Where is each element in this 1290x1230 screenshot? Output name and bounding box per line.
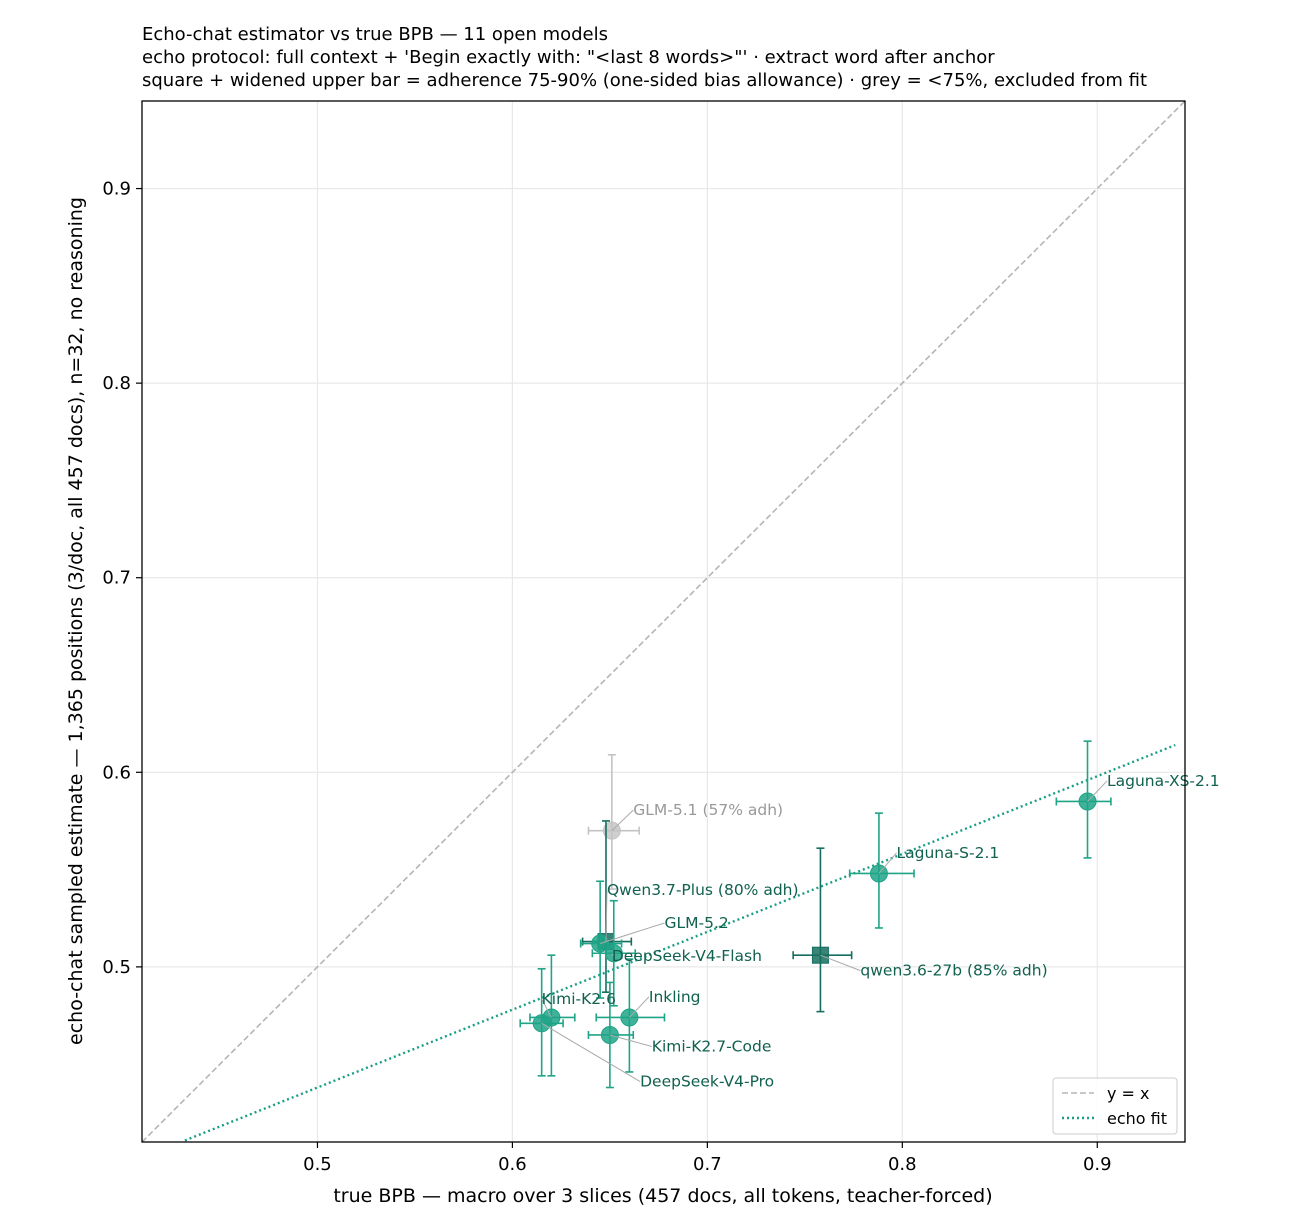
plot-frame	[141, 100, 1186, 1143]
y-tick-label: 0.7	[102, 568, 131, 589]
label-leader-line	[820, 954, 861, 972]
x-tick-label: 0.6	[498, 1154, 527, 1175]
label-leader-line	[541, 1022, 641, 1082]
legend-box	[1052, 1077, 1178, 1135]
x-tick-label: 0.7	[693, 1154, 722, 1175]
y-tick-label: 0.6	[102, 762, 131, 783]
axis-ticks: 0.5 0.6 0.7 0.8 0.9 0.5 0.6 0.7 0.8 0.9	[102, 179, 1111, 1175]
y-tick-label: 0.8	[102, 373, 131, 394]
identity-line	[141, 100, 1186, 1143]
label-leader-line	[611, 809, 634, 832]
point-label: GLM-5.2	[664, 914, 728, 932]
chart-title-line-2: echo protocol: full context + 'Begin exa…	[142, 47, 995, 68]
point-label: Laguna-XS-2.1	[1107, 772, 1220, 790]
point-labels: Laguna-XS-2.1 Laguna-S-2.1 GLM-5.1 (57% ad…	[541, 772, 1220, 1091]
y-axis-label: echo-chat sampled estimate — 1,365 posit…	[65, 197, 87, 1045]
point-label: qwen3.6-27b (85% adh)	[860, 962, 1047, 980]
label-leader-line	[609, 1034, 652, 1048]
x-tick-label: 0.9	[1083, 1154, 1112, 1175]
legend: y = x echo fit	[1052, 1077, 1178, 1135]
point-label: DeepSeek-V4-Pro	[640, 1073, 774, 1091]
point-label: Kimi-K2.6	[542, 990, 616, 1008]
label-leader-line	[1087, 780, 1108, 802]
label-leader-line	[541, 998, 552, 1018]
x-axis-label: true BPB — macro over 3 slices (457 docs…	[333, 1185, 992, 1207]
reference-lines	[141, 100, 1186, 1143]
legend-identity-label: y = x	[1107, 1084, 1150, 1103]
y-tick-label: 0.9	[102, 179, 131, 200]
x-tick-label: 0.8	[888, 1154, 917, 1175]
point-label: Kimi-K2.7-Code	[652, 1038, 772, 1056]
label-leader-line	[599, 922, 665, 945]
point-label: Laguna-S-2.1	[896, 844, 999, 862]
point-label: DeepSeek-V4-Flash	[612, 947, 762, 965]
point-label: Qwen3.7-Plus (80% adh)	[607, 881, 799, 899]
legend-fit-label: echo fit	[1107, 1109, 1167, 1128]
y-tick-label: 0.5	[102, 957, 131, 978]
point-label: Inkling	[649, 988, 701, 1006]
point-label: GLM-5.1 (57% adh)	[633, 801, 783, 819]
chart-title-line-3: square + widened upper bar = adherence 7…	[142, 70, 1147, 91]
chart-title-line-1: Echo-chat estimator vs true BPB — 11 ope…	[142, 24, 608, 45]
label-leader-line	[611, 952, 615, 957]
label-leader-line	[878, 852, 897, 874]
label-leader-line	[605, 889, 608, 942]
grid-lines	[142, 101, 1185, 1142]
label-leader-line	[629, 996, 650, 1018]
point-qwen3-6-27b-85-adh-	[792, 847, 853, 1013]
x-tick-label: 0.5	[303, 1154, 332, 1175]
data-points	[519, 740, 1112, 1089]
